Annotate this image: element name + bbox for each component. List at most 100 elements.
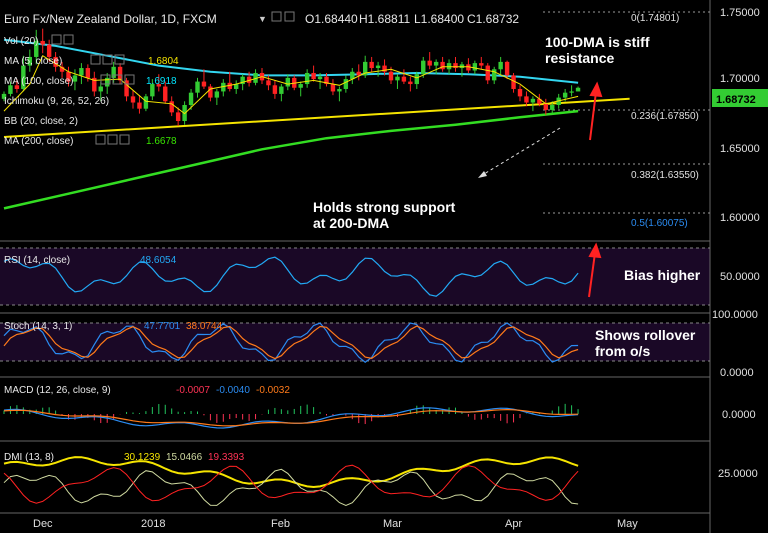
candle-body [85,68,91,78]
settings-icon [107,134,118,145]
dmi-adx-value: 30.1239 [124,452,161,463]
candle [92,71,97,97]
candle [201,69,207,89]
candle [266,75,271,91]
candle [504,60,510,80]
close-icon [124,74,135,85]
candle [543,98,548,115]
support-note-2: at 200-DMA [313,215,389,231]
candle [304,69,310,88]
candle-body [498,61,503,70]
candle [208,84,213,102]
candle [137,95,142,114]
legend-ma200-value: 1.6678 [146,136,177,147]
resistance-arrow [589,81,603,141]
candle [195,77,200,98]
candle [298,81,303,97]
candle-body [453,63,458,69]
eye-icon [51,34,62,45]
rsi-line [3,256,579,297]
price-tick-175: 1.75000 [720,7,760,19]
candle-body [214,91,220,98]
chart-title: Euro Fx/New Zealand Dollar, 1D, FXCM [4,12,217,26]
candle-body [408,81,413,85]
candle [311,65,316,82]
ohlc-close: C1.68732 [467,12,519,26]
candle-body [363,61,368,76]
legend-ma5: MA (5, close) [4,56,62,67]
candle-body [117,66,123,81]
candle [569,85,574,97]
candle [117,63,123,85]
candle [214,88,220,105]
candle [401,69,407,85]
candle [72,69,78,91]
macd-signal-value: -0.0032 [256,385,290,396]
candle-body [485,65,490,81]
candle-body [311,72,316,80]
candle-body [79,68,84,76]
candle [188,88,194,110]
time-tick-dec: Dec [33,518,53,530]
eye-icon[interactable] [271,11,282,22]
legend-tool-icons[interactable] [51,34,135,145]
time-tick-2018: 2018 [141,518,165,530]
candle-body [530,98,536,103]
time-tick-mar: Mar [383,518,402,530]
dmi-plus-value: 15.0466 [166,452,203,463]
candle [479,56,484,70]
candle-body [266,80,271,86]
fib-label-0236: 0.236(1.67850) [631,111,699,122]
candle [337,86,342,102]
candle-body [317,76,323,80]
candle [124,77,129,102]
candle-body [459,64,465,69]
candle-body [543,103,548,110]
candle-body [298,84,303,88]
candle [369,56,374,72]
ma200-layer [3,109,579,210]
candle [537,93,542,107]
candle [14,79,20,93]
support-note-1: Holds strong support [313,199,456,215]
header-tools[interactable]: ▼ [258,11,295,24]
stoch-k-value: 47.7701 [144,321,181,332]
macd-label: MACD (12, 26, close, 9) [4,385,111,396]
time-tick-apr: Apr [505,518,522,530]
candle-body [27,56,32,66]
candlestick-series [1,28,581,126]
candle-body [492,69,497,81]
candle-body [1,93,7,99]
price-tag-box [712,89,768,107]
candle [66,66,71,87]
candle-body [524,96,529,103]
chevron-down-icon[interactable]: ▼ [258,14,267,24]
candle [524,91,529,107]
candle [427,52,432,70]
candle [46,39,52,62]
candle [40,28,45,54]
candle [279,84,284,102]
eye-icon [100,74,111,85]
candle [285,74,290,91]
candle [169,96,174,117]
candle [414,71,419,89]
macd-signal-line [3,408,579,427]
candle [272,80,278,99]
candle-body [195,81,200,93]
legend-ichimoku: Ichimoku (9, 26, 52, 26) [4,96,109,107]
trendline-layer [3,97,630,138]
candle-body [105,77,110,87]
candle-body [21,65,26,89]
candle-body [234,84,239,89]
candle [530,96,536,112]
resistance-note-2: resistance [545,50,614,66]
candle-body [511,75,516,89]
candle [21,55,26,92]
settings-icon[interactable] [284,11,295,22]
support-arrow [478,127,561,178]
candle [59,61,65,78]
fib-label-05: 0.5(1.60075) [631,218,688,229]
rsi-axis-50: 50.0000 [720,271,760,283]
